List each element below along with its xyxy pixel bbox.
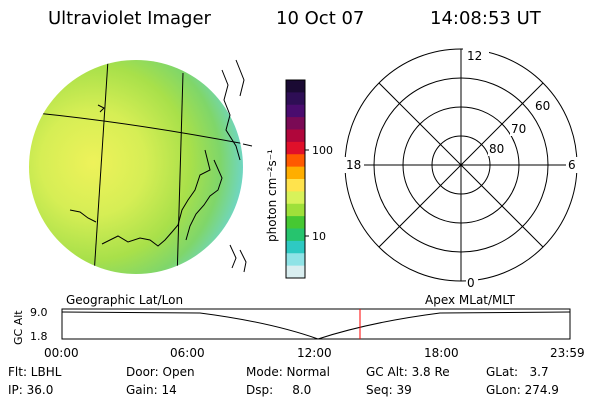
coastline-outside (239, 249, 247, 273)
colorbar-segment (286, 104, 305, 118)
timeline-frame (61, 308, 571, 340)
latitude-line-outside (242, 143, 253, 147)
timeline-ylabel: GC Alt (12, 310, 25, 345)
date-label: 10 Oct 07 (276, 8, 365, 29)
mlt-label-18: 18 (346, 158, 361, 172)
colorbar-segment (286, 117, 305, 131)
timeline-left-label: Geographic Lat/Lon (66, 293, 183, 307)
colorbar-unit-label: photon cm⁻²s⁻¹ (265, 149, 279, 242)
colorbar-segment (286, 179, 305, 192)
coastline-outside (229, 244, 237, 269)
colorbar-tick-100: 100 (312, 144, 333, 157)
coastline-outside (221, 69, 241, 161)
coastline (97, 104, 105, 113)
colorbar-segment (286, 203, 305, 217)
mlt-label-6: 6 (568, 158, 576, 172)
coastline (101, 149, 211, 247)
polar-plot (344, 48, 578, 282)
colorbar-segment (286, 240, 305, 254)
colorbar-segment (286, 166, 305, 180)
colorbar-segment (286, 191, 305, 205)
info-mode: Mode: Normal (246, 365, 330, 379)
colorbar-tick-10: 10 (312, 230, 326, 243)
colorbar-segment (286, 253, 305, 267)
longitude-line (176, 72, 184, 274)
coastline (69, 209, 97, 223)
colorbar-segment (286, 80, 305, 93)
lat-label-80: 80 (489, 142, 504, 156)
info-seq: Seq: 39 (366, 383, 412, 397)
colorbar-segment (286, 92, 305, 106)
timeline-xtick-1800: 18:00 (424, 346, 459, 360)
coastline-outside (235, 59, 245, 97)
coastline (185, 159, 223, 241)
timeline-ytick-bottom: 1.8 (30, 330, 48, 343)
colorbar-frame (285, 79, 306, 279)
colorbar-segment (286, 141, 305, 155)
lat-label-60: 60 (535, 99, 550, 113)
timeline-right-label: Apex MLat/MLT (425, 293, 515, 307)
mlt-label-12: 12 (467, 49, 482, 63)
time-label: 14:08:53 UT (430, 8, 541, 29)
mlt-label-0: 0 (467, 276, 475, 290)
lat-label-70: 70 (511, 122, 526, 136)
colorbar-segment (286, 129, 305, 143)
info-glon: GLon: 274.9 (486, 383, 559, 397)
info-gain: Gain: 14 (126, 383, 177, 397)
timeline-xtick-0000: 00:00 (44, 346, 79, 360)
timeline-ytick-top: 9.0 (30, 306, 48, 319)
info-flt: Flt: LBHL (8, 365, 62, 379)
timeline-xtick-2359: 23:59 (550, 346, 585, 360)
colorbar-segment (286, 154, 305, 168)
polar-diagonal (378, 82, 544, 248)
colorbar-segment (286, 216, 305, 230)
altitude-curve (61, 311, 571, 340)
latitude-line (29, 111, 243, 146)
earth-disc (29, 60, 243, 274)
info-gcalt: GC Alt: 3.8 Re (366, 365, 450, 379)
info-dsp: Dsp: 8.0 (246, 383, 312, 397)
colorbar-segment (286, 228, 305, 242)
info-door: Door: Open (126, 365, 195, 379)
colorbar (286, 80, 305, 279)
info-ip: IP: 36.0 (8, 383, 54, 397)
colorbar-segment (286, 265, 305, 279)
instrument-title: Ultraviolet Imager (48, 8, 211, 29)
timeline-xtick-0600: 06:00 (170, 346, 205, 360)
longitude-line (93, 60, 109, 274)
timeline-xtick-1200: 12:00 (297, 346, 332, 360)
info-glat: GLat: 3.7 (486, 365, 549, 379)
